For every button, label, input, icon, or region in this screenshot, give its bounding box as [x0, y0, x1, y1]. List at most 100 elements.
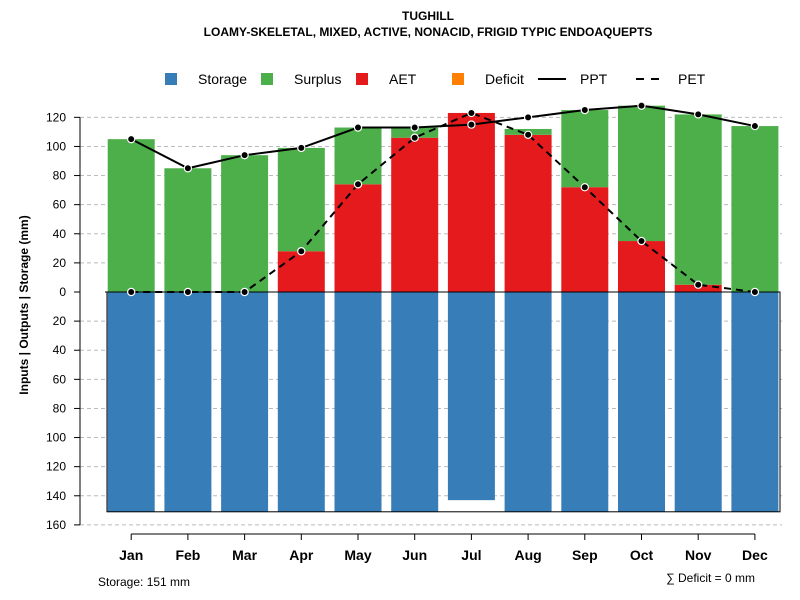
bar-storage-may — [334, 292, 382, 512]
y-tick-label: 100 — [46, 139, 66, 153]
point-pet-apr — [297, 247, 306, 256]
y-tick-label: 0 — [59, 285, 66, 299]
bar-surplus-apr — [277, 147, 325, 252]
y-tick-label: 20 — [53, 314, 67, 328]
bar-surplus-oct — [618, 105, 665, 242]
bar-storage-mar — [221, 292, 269, 512]
point-pet-jun — [410, 133, 419, 142]
point-pet-aug — [523, 130, 533, 139]
x-axis: Jan Feb Mar Apr May Jun Jul Aug Sep Oct Nov Dec — [119, 533, 768, 563]
bar-aet-jul — [447, 112, 495, 292]
point-ppt-sep — [580, 105, 590, 115]
x-tick-label-aug: Aug — [514, 547, 541, 563]
point-pet-mar — [240, 287, 249, 297]
y-tick-label: 120 — [46, 460, 66, 474]
y-tick-label: 20 — [53, 256, 67, 270]
bar-storage-dec — [731, 292, 779, 512]
point-ppt-dec — [750, 121, 760, 131]
bar-surplus-feb — [164, 168, 212, 292]
bar-aet-oct — [618, 241, 665, 292]
bar-surplus-dec — [731, 126, 779, 292]
point-pet-dec — [750, 287, 760, 297]
line-ppt — [130, 104, 756, 170]
point-ppt-nov — [694, 110, 703, 119]
x-tick-label-jun: Jun — [402, 547, 427, 563]
bar-aet-sep — [561, 187, 609, 292]
series-lines — [126, 101, 760, 297]
x-tick-label-apr: Apr — [289, 547, 314, 563]
x-tick-label-mar: Mar — [232, 547, 257, 563]
point-ppt-may — [353, 123, 363, 132]
chart-subtitle: LOAMY-SKELETAL, MIXED, ACTIVE, NONACID, … — [204, 25, 653, 39]
legend: Storage Surplus AET Deficit PPT PET — [165, 71, 706, 87]
legend-swatch-storage — [165, 73, 177, 85]
legend-swatch-aet — [356, 73, 368, 85]
x-tick-label-nov: Nov — [685, 547, 712, 563]
point-ppt-mar — [240, 150, 249, 160]
point-ppt-feb — [183, 164, 193, 173]
y-tick-label: 40 — [53, 343, 67, 357]
point-ppt-jul — [467, 120, 476, 129]
bar-surplus-jun — [391, 127, 439, 138]
point-ppt-aug — [523, 113, 533, 122]
y-tick-label: 120 — [46, 110, 66, 124]
point-pet-oct — [637, 236, 646, 246]
y-tick-label: 60 — [53, 372, 67, 386]
legend-label-surplus: Surplus — [294, 71, 341, 87]
bar-storage-jun — [391, 292, 439, 512]
point-pet-jul — [467, 108, 476, 118]
bar-aet-aug — [504, 134, 552, 292]
storage-label: Storage: 151 mm — [98, 575, 190, 589]
bar-aet-apr — [277, 251, 325, 292]
bar-storage-jul — [447, 292, 495, 501]
legend-label-ppt: PPT — [580, 71, 608, 87]
legend-swatch-deficit — [452, 73, 464, 85]
deficit-label: ∑ Deficit = 0 mm — [666, 571, 755, 585]
point-pet-sep — [580, 182, 590, 192]
bar-storage-jan — [107, 292, 155, 512]
bar-storage-aug — [504, 292, 552, 512]
point-pet-jan — [126, 287, 136, 297]
bar-storage-oct — [618, 292, 665, 512]
legend-label-storage: Storage — [198, 71, 247, 87]
legend-label-aet: AET — [389, 71, 417, 87]
bar-surplus-jan — [107, 139, 155, 292]
bar-storage-nov — [674, 292, 722, 512]
legend-swatch-surplus — [261, 73, 273, 85]
y-tick-label: 140 — [46, 489, 66, 503]
bars — [107, 105, 779, 512]
y-tick-label: 80 — [53, 401, 67, 415]
point-pet-nov — [694, 280, 703, 289]
x-tick-label-dec: Dec — [742, 547, 768, 563]
bar-aet-jun — [391, 137, 439, 292]
bar-surplus-sep — [561, 110, 609, 188]
y-axis: 120 100 80 60 40 20 0 20 40 60 80 100 120 140 160 — [46, 110, 81, 532]
bar-aet-may — [334, 184, 382, 292]
y-axis-label: Inputs | Outputs | Storage (mm) — [17, 215, 31, 394]
plot-frame — [106, 291, 781, 513]
point-ppt-apr — [297, 143, 306, 153]
x-tick-label-oct: Oct — [630, 547, 654, 563]
legend-label-pet: PET — [678, 71, 706, 87]
point-pet-may — [353, 180, 363, 189]
y-tick-label: 80 — [53, 169, 67, 183]
point-ppt-jun — [410, 123, 419, 132]
point-ppt-jan — [126, 134, 136, 144]
bar-surplus-nov — [674, 114, 722, 285]
x-tick-label-jan: Jan — [119, 547, 143, 563]
legend-label-deficit: Deficit — [485, 71, 524, 87]
x-tick-label-sep: Sep — [572, 547, 598, 563]
x-tick-label-feb: Feb — [175, 547, 200, 563]
point-pet-feb — [183, 287, 193, 297]
bar-surplus-may — [334, 127, 382, 185]
y-tick-label: 100 — [46, 431, 66, 445]
bar-storage-feb — [164, 292, 212, 512]
bar-storage-apr — [277, 292, 325, 512]
y-tick-label: 160 — [46, 518, 66, 532]
point-ppt-oct — [637, 101, 646, 110]
y-tick-label: 40 — [53, 227, 67, 241]
y-tick-label: 60 — [53, 198, 67, 212]
x-tick-label-may: May — [344, 547, 371, 563]
bar-surplus-mar — [221, 155, 269, 292]
